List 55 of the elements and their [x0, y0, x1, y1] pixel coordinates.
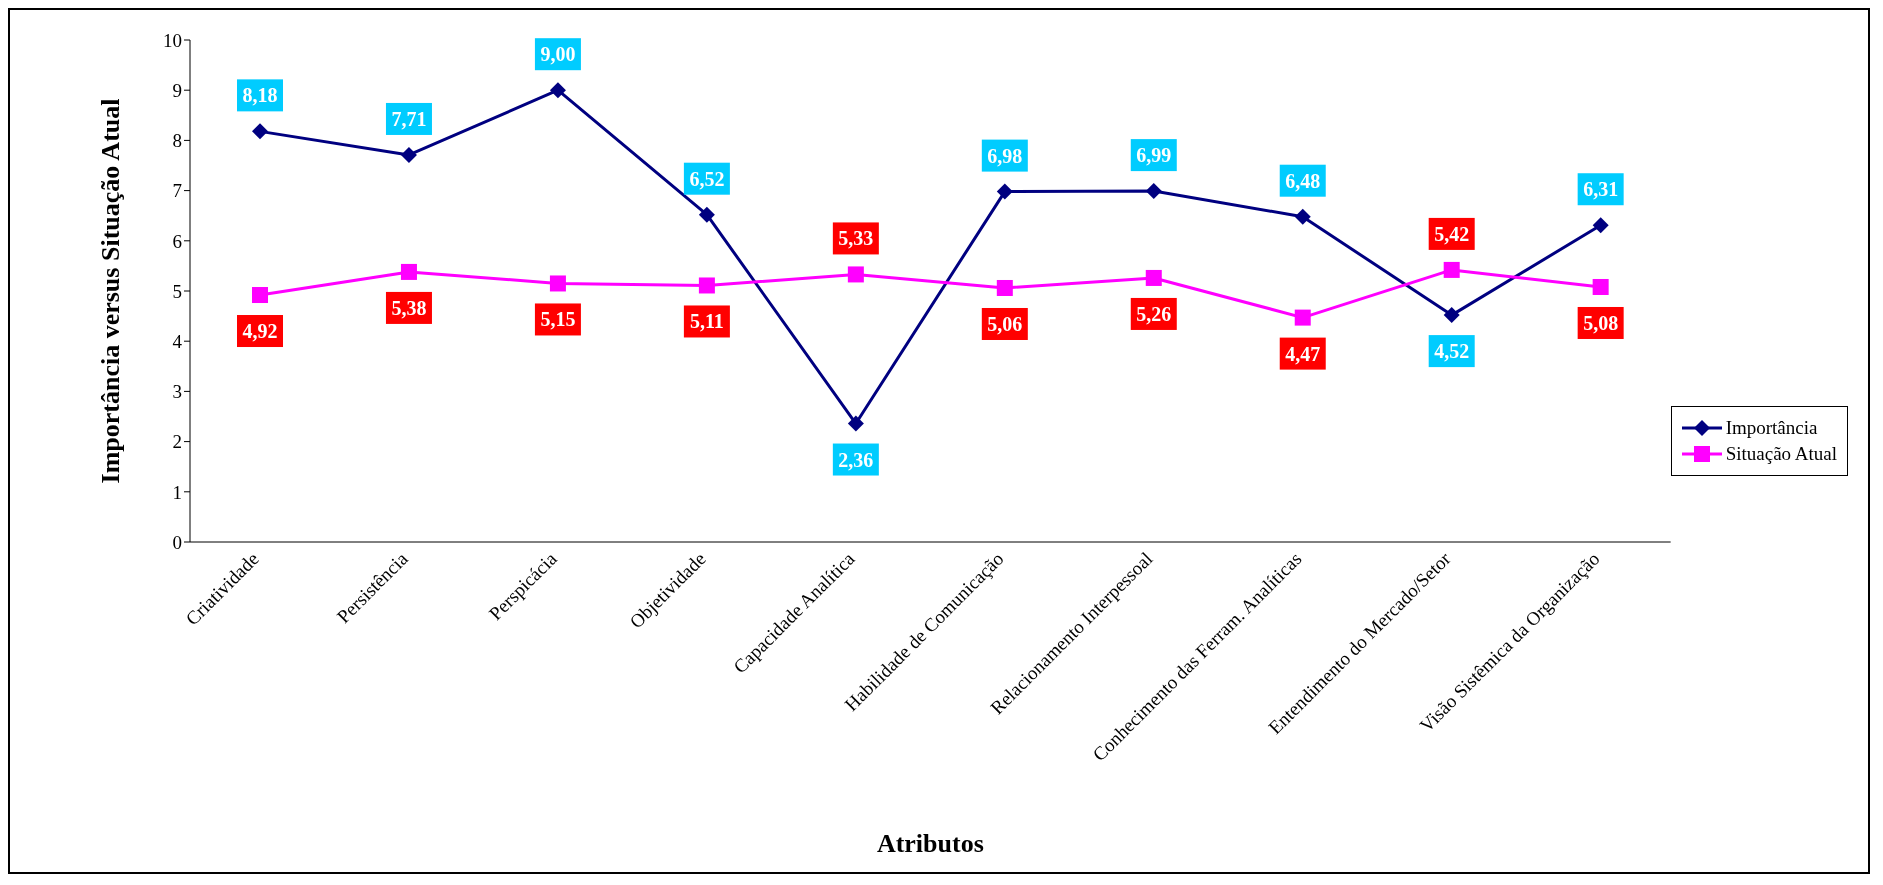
- data-label: 5,11: [689, 310, 724, 333]
- data-label: 6,98: [987, 144, 1023, 167]
- data-label: 5,38: [391, 296, 427, 319]
- point: [1592, 217, 1609, 234]
- data-label: 8,18: [242, 84, 278, 107]
- data-label: 4,47: [1285, 342, 1321, 365]
- y-tick-label: 2: [172, 431, 182, 453]
- legend-label: Importância: [1725, 417, 1818, 439]
- point: [1145, 183, 1162, 200]
- data-label: 5,33: [838, 227, 874, 250]
- x-axis-title: Atributos: [876, 829, 984, 858]
- data-label: 5,15: [540, 308, 576, 331]
- point: [1294, 309, 1311, 326]
- y-tick-label: 6: [172, 230, 182, 252]
- data-label: 7,71: [391, 107, 427, 130]
- y-tick-label: 7: [172, 180, 182, 202]
- point: [698, 277, 715, 294]
- point: [847, 415, 864, 432]
- data-label: 5,06: [987, 312, 1023, 335]
- data-label: 6,48: [1285, 169, 1321, 192]
- point: [1443, 261, 1460, 278]
- data-label: 4,52: [1434, 340, 1470, 363]
- data-label: 5,42: [1434, 222, 1470, 245]
- point: [996, 279, 1013, 296]
- point: [996, 183, 1013, 200]
- point: [252, 287, 268, 304]
- data-label: 9,00: [540, 43, 576, 66]
- data-label: 5,26: [1136, 302, 1172, 325]
- point: [1294, 208, 1311, 225]
- y-tick-label: 3: [172, 381, 182, 403]
- y-tick-label: 0: [172, 531, 182, 553]
- point: [698, 206, 715, 223]
- data-label: 2,36: [838, 448, 874, 471]
- point: [1145, 269, 1162, 286]
- y-tick-label: 10: [163, 29, 182, 51]
- y-tick-label: 9: [172, 79, 182, 101]
- y-tick-label: 5: [172, 280, 182, 302]
- point: [847, 266, 864, 283]
- data-label: 6,31: [1583, 178, 1619, 201]
- y-axis-title: Importância versus Situação Atual: [96, 98, 126, 484]
- point: [549, 275, 566, 292]
- data-label: 5,08: [1583, 311, 1619, 334]
- y-tick-label: 1: [172, 481, 182, 503]
- data-label: 4,92: [242, 320, 278, 343]
- y-tick-label: 4: [172, 330, 183, 352]
- point: [252, 123, 268, 140]
- data-label: 6,99: [1136, 144, 1172, 167]
- point: [1443, 307, 1460, 324]
- point: [1592, 278, 1609, 295]
- point: [549, 82, 566, 99]
- legend-label: Situação Atual: [1725, 443, 1837, 465]
- y-tick-label: 8: [172, 130, 182, 152]
- point: [400, 146, 417, 163]
- point: [400, 263, 417, 280]
- data-label: 6,52: [689, 167, 725, 190]
